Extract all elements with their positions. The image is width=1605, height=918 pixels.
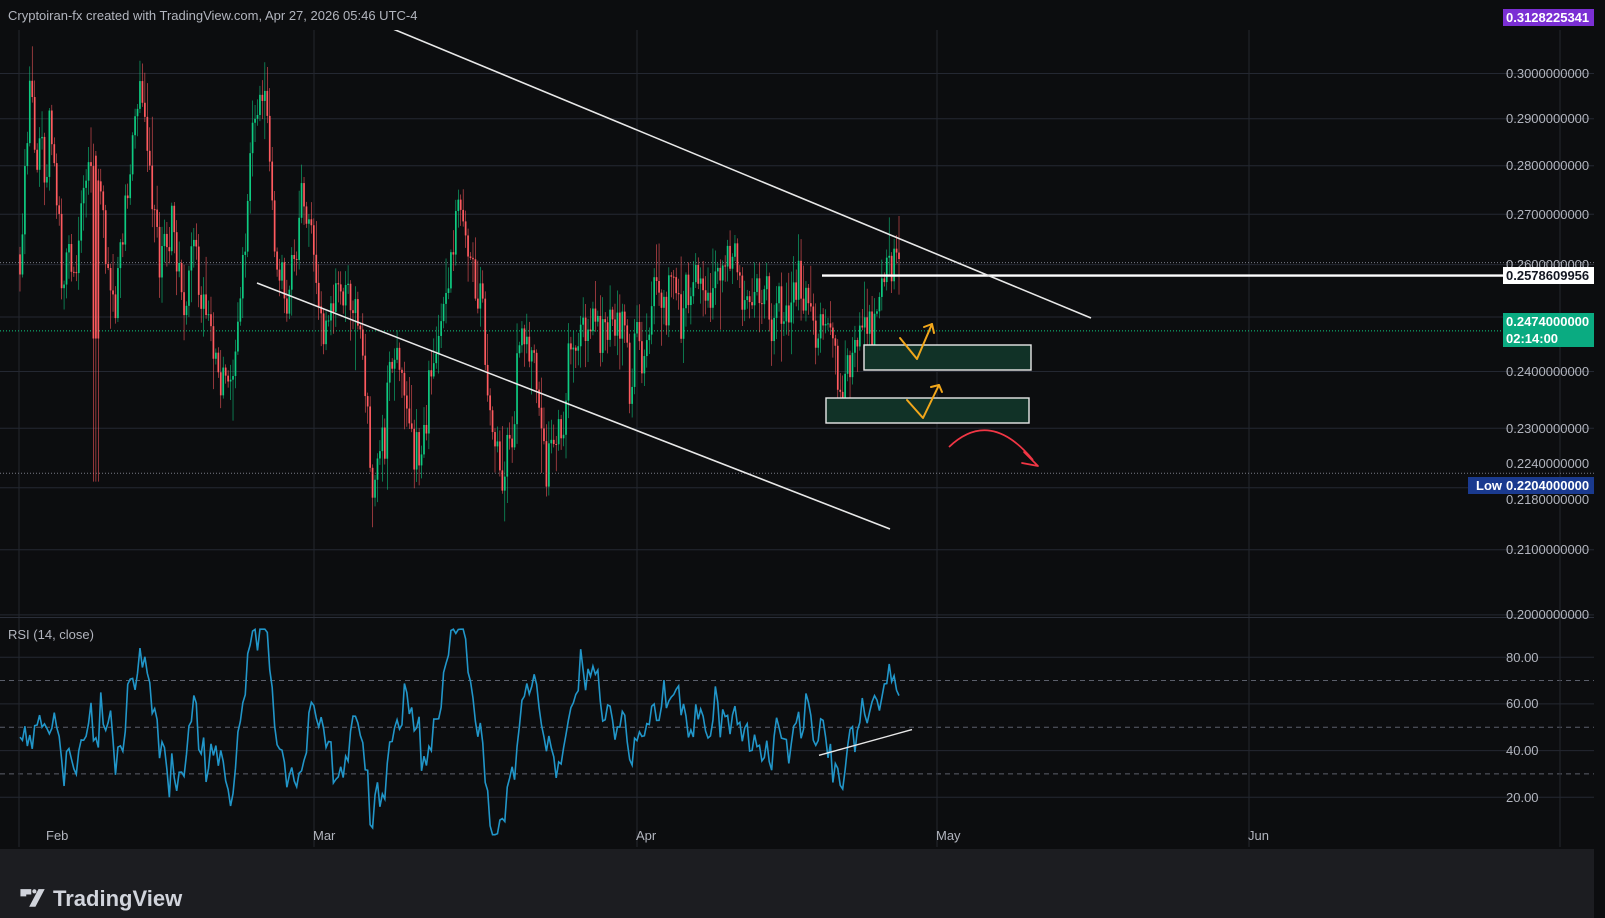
svg-text:RSI (14, close): RSI (14, close) <box>8 627 94 642</box>
